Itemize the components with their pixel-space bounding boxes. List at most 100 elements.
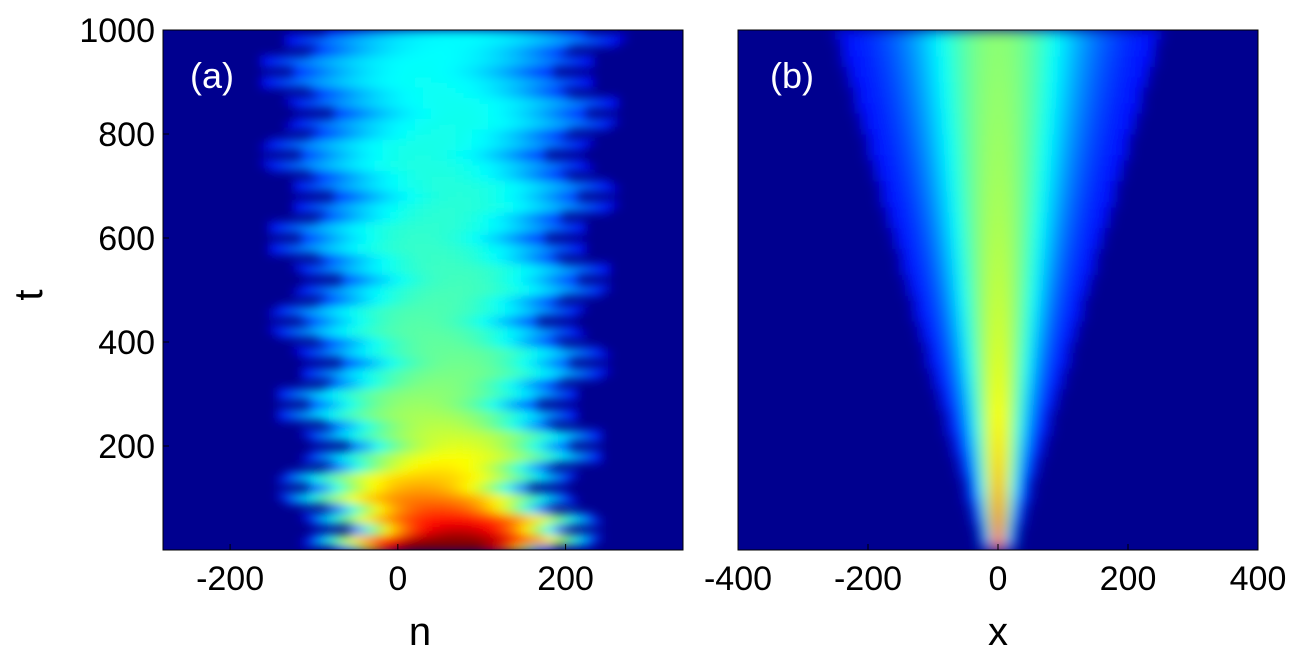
heatmap-cell-a [398, 518, 408, 525]
heatmap-cell-a [520, 92, 530, 99]
heatmap-cell-a [309, 284, 318, 291]
heatmap-cell-a [301, 102, 310, 109]
heatmap-cell-b [1043, 253, 1051, 260]
heatmap-cell-a [398, 212, 408, 218]
heatmap-cell-a [325, 503, 335, 509]
heatmap-cell-b [1017, 368, 1025, 374]
heatmap-cell-a [333, 404, 343, 411]
heatmap-cell-a [496, 321, 505, 327]
heatmap-cell-b [926, 331, 934, 338]
heatmap-cell-a [431, 425, 440, 431]
heatmap-cell-b [1056, 243, 1064, 249]
heatmap-cell-a [520, 539, 530, 546]
heatmap-cell-b [1076, 238, 1084, 244]
heatmap-cell-a [439, 347, 448, 353]
heatmap-cell-a [463, 217, 473, 223]
heatmap-cell-a [488, 258, 497, 265]
heatmap-cell-b [881, 196, 889, 203]
heatmap-cell-a [553, 170, 562, 177]
heatmap-cell-a [341, 35, 351, 41]
heatmap-cell-a [504, 196, 513, 203]
heatmap-cell-a [398, 123, 408, 130]
heatmap-cell-b [1069, 269, 1077, 275]
heatmap-cell-a [520, 357, 530, 364]
heatmap-cell-a [504, 139, 513, 145]
heatmap-cell-a [374, 134, 383, 140]
heatmap-cell-a [488, 186, 497, 192]
heatmap-cell-b [913, 284, 921, 291]
heatmap-cell-a [317, 206, 327, 213]
heatmap-cell-a [536, 30, 546, 36]
heatmap-cell-a [423, 113, 432, 119]
heatmap-cell-a [528, 279, 538, 286]
heatmap-cell-b [1030, 342, 1038, 348]
heatmap-cell-b [933, 191, 941, 197]
heatmap-cell-a [406, 295, 416, 301]
heatmap-cell-a [504, 331, 513, 338]
heatmap-cell-a [528, 539, 538, 546]
heatmap-cell-a [423, 305, 432, 312]
heatmap-cell-b [985, 269, 993, 275]
heatmap-cell-b [926, 336, 934, 343]
heatmap-cell-b [1082, 191, 1090, 197]
heatmap-cell-b [1017, 482, 1025, 489]
heatmap-cell-a [520, 440, 530, 447]
heatmap-cell-a [414, 61, 424, 67]
heatmap-cell-b [959, 295, 967, 301]
heatmap-cell-b [978, 503, 986, 509]
heatmap-cell-a [569, 394, 578, 400]
heatmap-cell-b [985, 310, 993, 317]
heatmap-cell-b [1037, 440, 1045, 447]
heatmap-cell-a [382, 492, 392, 499]
heatmap-cell-a [382, 456, 392, 463]
heatmap-cell-b [1017, 404, 1025, 411]
heatmap-cell-a [471, 409, 481, 416]
heatmap-cell-a [301, 61, 310, 67]
heatmap-cell-a [463, 56, 473, 62]
heatmap-cell-a [301, 409, 310, 416]
heatmap-cell-a [293, 160, 302, 166]
heatmap-cell-b [1004, 472, 1012, 478]
heatmap-cell-a [447, 326, 457, 333]
heatmap-cell-a [358, 212, 367, 218]
heatmap-cell-a [488, 180, 497, 187]
heatmap-cell-b [1004, 518, 1012, 525]
heatmap-cell-a [390, 102, 400, 109]
heatmap-cell-b [1102, 222, 1110, 229]
heatmap-cell-a [398, 274, 408, 281]
heatmap-cell-a [463, 87, 473, 93]
heatmap-cell-b [952, 316, 960, 322]
heatmap-cell-a [463, 435, 473, 442]
heatmap-cell-a [471, 258, 481, 265]
heatmap-cell-b [1037, 347, 1045, 353]
heatmap-cell-a [463, 232, 473, 239]
heatmap-cell-a [317, 253, 327, 260]
heatmap-cell-a [341, 108, 351, 114]
heatmap-cell-a [317, 118, 327, 125]
heatmap-cell-a [406, 123, 416, 130]
heatmap-cell-a [455, 305, 465, 312]
heatmap-cell-b [1030, 274, 1038, 281]
heatmap-cell-b [972, 492, 980, 499]
heatmap-cell-a [317, 368, 327, 374]
heatmap-cell-b [920, 248, 928, 255]
heatmap-cell-a [577, 331, 587, 338]
heatmap-cell-a [536, 420, 546, 426]
heatmap-cell-a [382, 191, 392, 197]
heatmap-cell-a [317, 472, 327, 478]
heatmap-cell-a [544, 290, 554, 296]
heatmap-cell-b [1024, 175, 1032, 182]
heatmap-cell-b [1076, 186, 1084, 192]
heatmap-cell-a [496, 420, 505, 426]
heatmap-cell-b [887, 217, 895, 223]
heatmap-cell-b [946, 170, 954, 177]
heatmap-cell-a [414, 347, 424, 353]
heatmap-cell-a [431, 97, 440, 104]
heatmap-cell-a [439, 191, 448, 197]
heatmap-cell-a [406, 71, 416, 78]
heatmap-cell-a [536, 290, 546, 296]
heatmap-cell-a [398, 113, 408, 119]
heatmap-cell-b [1050, 331, 1058, 338]
heatmap-cell-a [536, 295, 546, 301]
heatmap-cell-a [536, 206, 546, 213]
